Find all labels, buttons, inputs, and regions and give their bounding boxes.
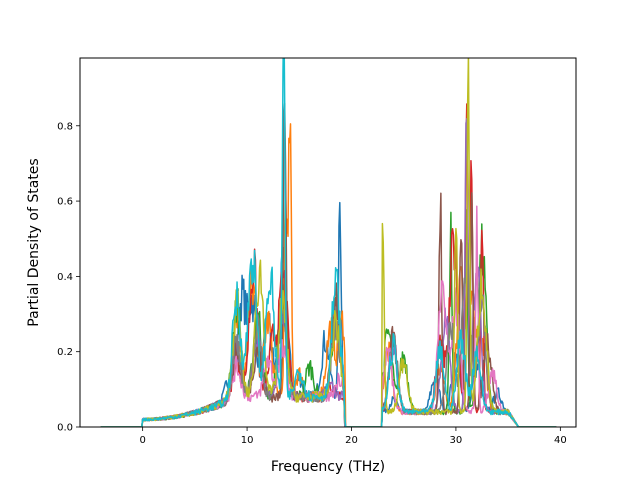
x-axis: 0 10 20 30 40 bbox=[139, 427, 567, 446]
y-tick-label: 0.2 bbox=[57, 347, 73, 358]
series-line-10 bbox=[100, 58, 557, 427]
y-axis-label: Partial Density of States bbox=[26, 158, 42, 326]
series-lines bbox=[100, 58, 557, 427]
y-tick-label: 0.0 bbox=[57, 423, 73, 434]
x-tick-label: 20 bbox=[345, 435, 358, 446]
y-tick-label: 0.8 bbox=[57, 121, 73, 132]
x-tick-label: 30 bbox=[450, 435, 463, 446]
x-axis-label: Frequency (THz) bbox=[271, 459, 385, 475]
x-tick-label: 40 bbox=[554, 435, 567, 446]
x-tick-label: 10 bbox=[241, 435, 254, 446]
y-tick-label: 0.6 bbox=[57, 197, 73, 208]
x-tick-label: 0 bbox=[139, 435, 145, 446]
plot-frame bbox=[79, 57, 577, 428]
y-tick-label: 0.4 bbox=[57, 272, 73, 283]
y-axis: 0.0 0.2 0.4 0.6 0.8 bbox=[57, 121, 80, 434]
